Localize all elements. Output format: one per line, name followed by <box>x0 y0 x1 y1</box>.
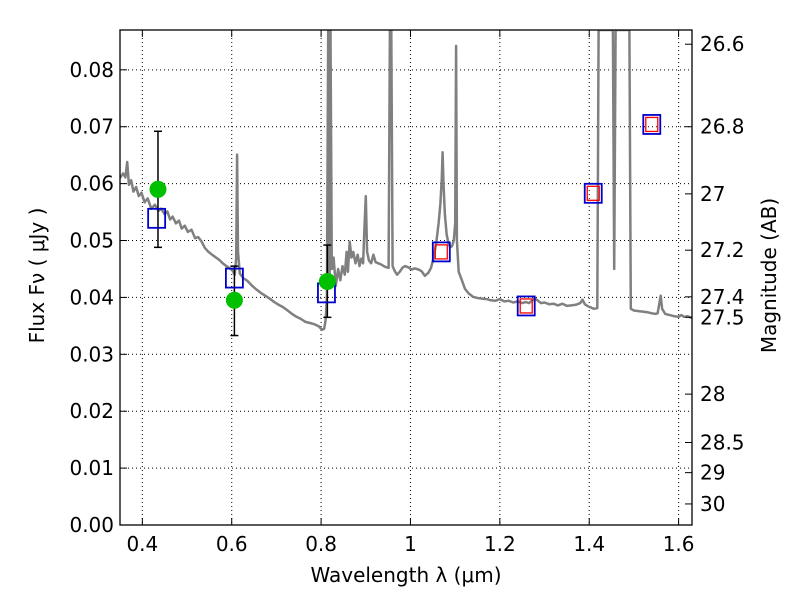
axes-layer: 0.4 0.6 0.8 1 1.2 1.4 1.6 0.00 0.01 0.02 0.03 0.04 0… <box>69 29 745 556</box>
model-flux-blue-square <box>431 241 451 263</box>
model-flux-red-square <box>586 185 600 201</box>
sed-model-line <box>120 30 692 332</box>
model-flux-red-square <box>645 116 659 133</box>
y2-tick-label: 30 <box>700 492 725 516</box>
y2-tick-label: 29 <box>700 461 725 485</box>
model-flux-red-square <box>519 298 533 314</box>
y-tick-label: 0.07 <box>69 115 114 139</box>
y2-tick-label: 28 <box>700 382 725 406</box>
model-flux-blue-square <box>583 182 603 204</box>
y2-tick-label: 26.8 <box>700 115 745 139</box>
y-axis-title: Flux Fν ( μJy ) <box>25 208 49 344</box>
observed-flux-point <box>149 180 167 198</box>
y2-tick-label: 28.5 <box>700 431 745 455</box>
x-axis-title: Wavelength λ (μm) <box>310 563 501 587</box>
y-tick-label: 0.08 <box>69 58 114 82</box>
plot-layer <box>120 30 692 337</box>
y2-tick-label: 27.2 <box>700 238 745 262</box>
observed-flux-point <box>318 272 336 290</box>
x-tick-label: 1.4 <box>573 532 605 556</box>
y-tick-label: 0.03 <box>69 342 114 366</box>
y2-axis-title: Magnitude (AB) <box>757 198 781 353</box>
y-tick-label: 0.02 <box>69 399 114 423</box>
x-tick-label: 0.8 <box>305 532 337 556</box>
y2-tick-label: 26.6 <box>700 32 745 56</box>
y2-tick-label: 27.5 <box>700 305 745 329</box>
y2-tick-label: 27.4 <box>700 285 745 309</box>
y-tick-label: 0.05 <box>69 229 114 253</box>
y-tick-label: 0.06 <box>69 172 114 196</box>
model-flux-blue-square <box>147 207 167 229</box>
observed-flux-point <box>225 291 243 309</box>
y2-tick-label: 27 <box>700 182 725 206</box>
x-tick-label: 0.4 <box>126 532 158 556</box>
y-tick-label: 0.01 <box>69 456 114 480</box>
model-flux-red-square <box>434 244 448 260</box>
plot-frame <box>119 29 693 526</box>
x-tick-label: 1.2 <box>484 532 516 556</box>
x-tick-label: 1 <box>404 532 417 556</box>
model-flux-blue-square <box>642 114 662 135</box>
x-tick-label: 1.6 <box>663 532 695 556</box>
y-tick-label: 0.04 <box>69 285 114 309</box>
model-flux-blue-square <box>516 295 536 317</box>
grid-layer <box>120 30 692 526</box>
model-flux-blue-square <box>224 267 244 289</box>
y-tick-label: 0.00 <box>69 513 114 537</box>
x-tick-label: 0.6 <box>216 532 248 556</box>
